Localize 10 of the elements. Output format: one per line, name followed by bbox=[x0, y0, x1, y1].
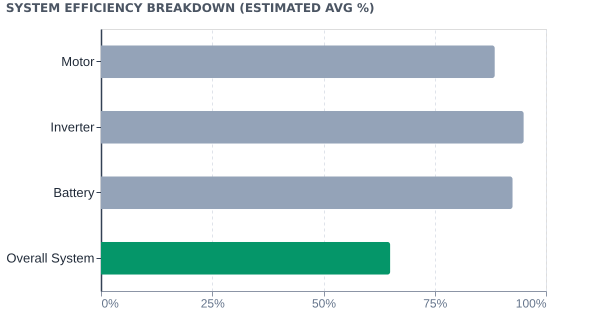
x-tick-label: 75% bbox=[423, 296, 448, 310]
x-tick-label: 0% bbox=[102, 296, 120, 310]
x-tick-label: 100% bbox=[516, 296, 547, 310]
y-tick-label: Overall System bbox=[6, 250, 94, 266]
chart-title: SYSTEM EFFICIENCY BREAKDOWN (ESTIMATED AVG %) bbox=[6, 1, 374, 15]
x-tick-label: 50% bbox=[312, 296, 336, 310]
x-tick-label: 25% bbox=[200, 296, 226, 310]
y-tick-label: Motor bbox=[61, 54, 96, 69]
y-tick-label: Inverter bbox=[50, 119, 96, 134]
y-tick-label: Battery bbox=[53, 184, 95, 200]
